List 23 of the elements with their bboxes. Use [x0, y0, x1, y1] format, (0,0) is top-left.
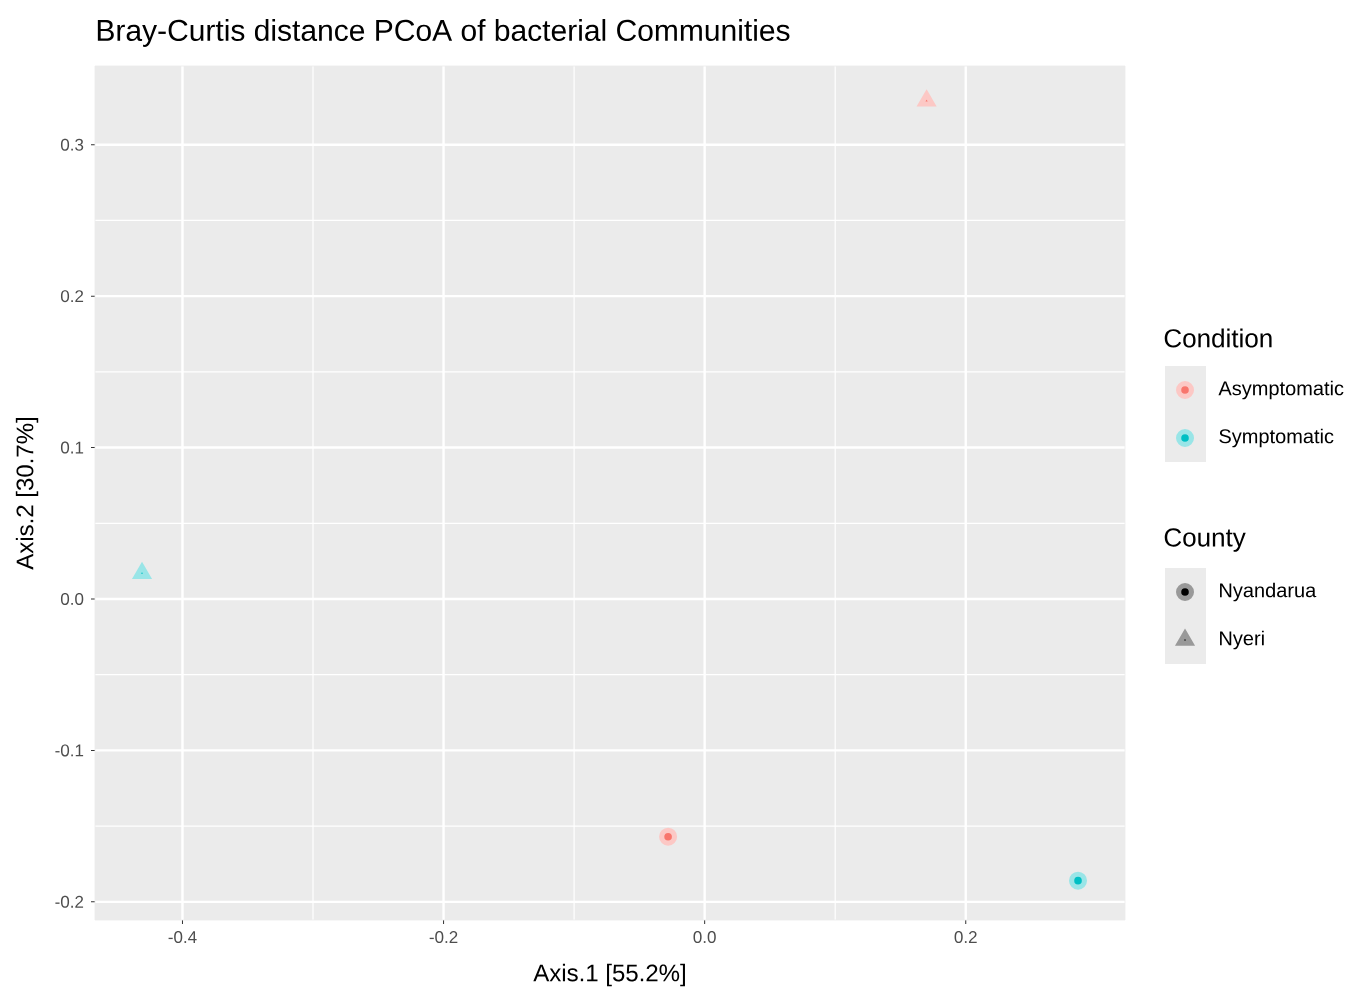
- point: [1069, 871, 1088, 890]
- chart-title: Bray-Curtis distance PCoA of bacterial Communities: [97, 19, 790, 47]
- point: [916, 89, 937, 107]
- x-tick-label: -0.2: [429, 931, 458, 944]
- point: [133, 564, 151, 580]
- y-tick-label: -0.2: [55, 895, 84, 908]
- legend-label: Nyeri: [1220, 630, 1264, 650]
- x-tick-label: 0.0: [693, 931, 716, 944]
- y-tick-label: 0.0: [60, 592, 84, 605]
- y-tick-label: -0.1: [55, 744, 84, 757]
- x-tick-label: -0.4: [168, 931, 197, 944]
- legend-label: Symptomatic: [1219, 428, 1334, 448]
- text: County: [1164, 528, 1246, 552]
- y-tick-label: 0.3: [60, 138, 84, 151]
- y-tick-label: 0.2: [60, 290, 84, 303]
- legend-label: Nyandarua: [1220, 582, 1317, 602]
- x-axis-title: Axis.1 [55.2%]: [533, 963, 685, 987]
- x-tick-label: 0.2: [954, 931, 977, 944]
- point: [659, 827, 678, 846]
- text: Condition: [1164, 328, 1272, 348]
- y-axis-title: Axis.2 [30.7%]: [15, 418, 39, 570]
- legend-label: Asymptomatic: [1218, 380, 1344, 400]
- y-tick-label: 0.1: [60, 441, 84, 454]
